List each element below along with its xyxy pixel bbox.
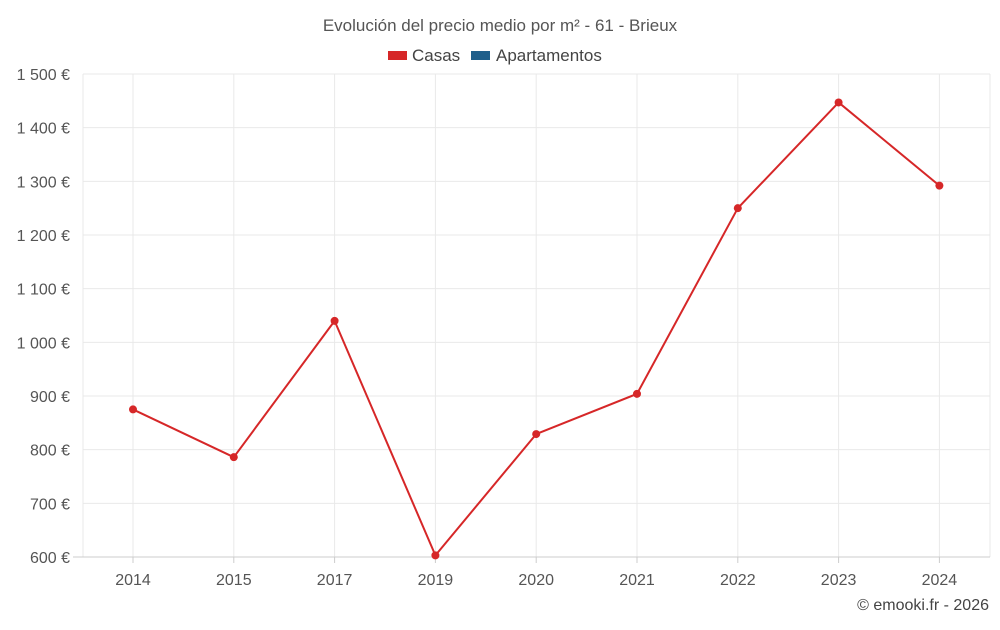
legend-label-apartamentos[interactable]: Apartamentos bbox=[496, 46, 602, 65]
legend-label-casas[interactable]: Casas bbox=[412, 46, 460, 65]
data-point[interactable] bbox=[834, 98, 843, 107]
x-tick-label: 2019 bbox=[418, 572, 454, 589]
data-point[interactable] bbox=[229, 453, 238, 462]
y-tick-label: 800 € bbox=[30, 443, 70, 460]
y-tick-label: 1 100 € bbox=[17, 282, 70, 299]
y-tick-label: 600 € bbox=[30, 550, 70, 567]
x-tick-label: 2020 bbox=[518, 572, 554, 589]
y-tick-label: 1 300 € bbox=[17, 174, 70, 191]
data-point[interactable] bbox=[633, 389, 641, 398]
data-point[interactable] bbox=[935, 181, 944, 190]
y-tick-label: 900 € bbox=[30, 389, 70, 406]
data-point[interactable] bbox=[431, 551, 440, 560]
data-point[interactable] bbox=[129, 405, 137, 414]
x-tick-label: 2022 bbox=[720, 572, 756, 589]
legend: Casas Apartamentos bbox=[388, 46, 602, 65]
x-tick-label: 2015 bbox=[216, 572, 252, 589]
series-layer bbox=[129, 98, 944, 560]
data-point[interactable] bbox=[532, 430, 541, 439]
x-tick-label: 2023 bbox=[821, 572, 857, 589]
grid-layer bbox=[82, 73, 991, 557]
x-axis-ticks: 2014 2015 2017 2019 2020 2021 2022 2023 2024 bbox=[115, 557, 957, 589]
y-tick-label: 1 500 € bbox=[17, 67, 70, 84]
legend-swatch-apartamentos bbox=[471, 51, 490, 60]
y-axis-ticks: 600 € 700 € 800 € 900 € 1 000 € 1 100 € 1 200 … bbox=[17, 67, 70, 567]
data-point[interactable] bbox=[330, 316, 339, 325]
y-tick-label: 700 € bbox=[30, 496, 70, 513]
chart-title: Evolución del precio medio por m² - 61 -… bbox=[323, 16, 678, 35]
y-tick-label: 1 400 € bbox=[17, 121, 70, 138]
legend-swatch-casas bbox=[388, 51, 407, 60]
x-tick-label: 2024 bbox=[922, 572, 958, 589]
x-tick-label: 2017 bbox=[317, 572, 353, 589]
credit-text: © emooki.fr - 2026 bbox=[857, 597, 989, 614]
x-tick-label: 2021 bbox=[619, 572, 655, 589]
y-tick-label: 1 000 € bbox=[17, 335, 70, 352]
x-tick-label: 2014 bbox=[115, 572, 151, 589]
data-point[interactable] bbox=[733, 204, 742, 213]
y-tick-label: 1 200 € bbox=[17, 228, 70, 245]
